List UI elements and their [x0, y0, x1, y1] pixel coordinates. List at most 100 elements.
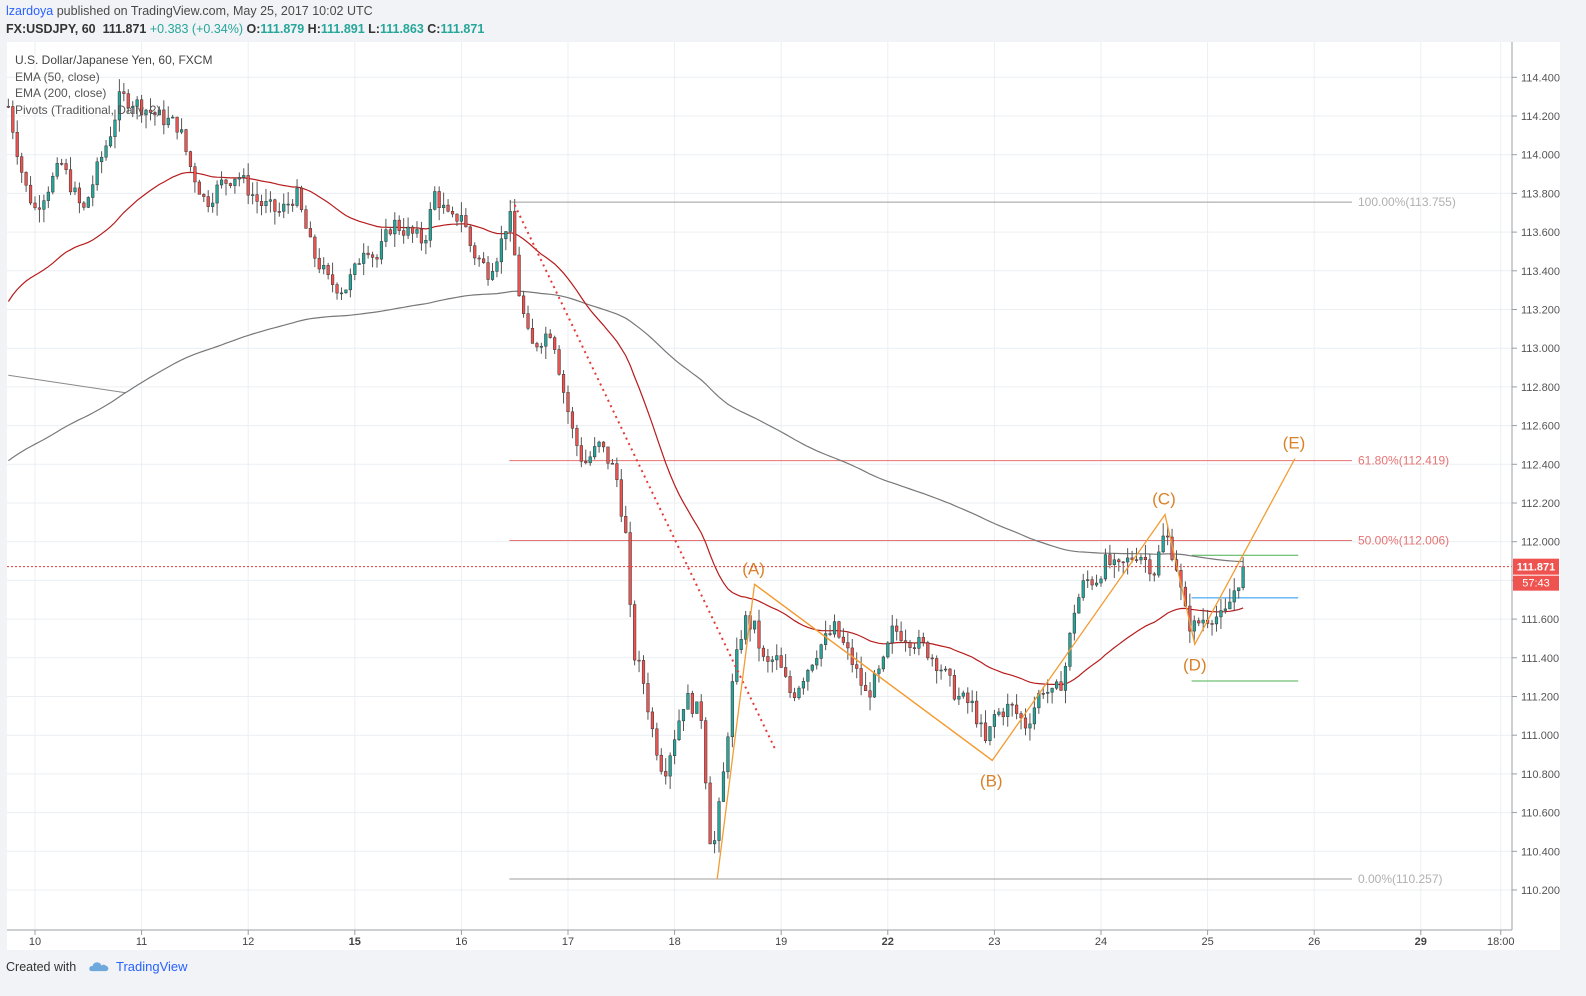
- candle-body: [553, 337, 557, 350]
- legend-ema50[interactable]: EMA (50, close): [15, 69, 100, 84]
- candle-body: [530, 328, 535, 344]
- candle-body: [770, 659, 774, 662]
- price-tick-label: 112.000: [1521, 537, 1560, 549]
- candle-body: [997, 711, 1001, 715]
- candle-body: [33, 202, 37, 209]
- candle-body: [277, 211, 281, 213]
- price-tick-label: 114.200: [1521, 111, 1560, 123]
- price-axis[interactable]: 110.200 110.400 110.600 110.800 111.000 111.2…: [1512, 72, 1560, 897]
- last-price-text: 111.871: [1517, 562, 1556, 574]
- candle-body: [815, 658, 819, 666]
- author-link[interactable]: lzardoya: [6, 4, 54, 18]
- candle-body: [824, 633, 828, 645]
- candle-body: [1032, 707, 1036, 725]
- candle-body: [1166, 535, 1170, 538]
- candle-body: [113, 119, 117, 137]
- candle-body: [624, 516, 628, 533]
- candle-body: [468, 226, 472, 246]
- low-value: 111.863: [379, 22, 424, 36]
- candle-body: [517, 254, 521, 297]
- candle-body: [117, 91, 121, 121]
- candle-body: [686, 693, 690, 710]
- candle-body: [388, 229, 392, 235]
- candle-body: [508, 211, 512, 232]
- candle-body: [539, 345, 543, 348]
- candle-body: [148, 109, 153, 113]
- candle-body: [548, 333, 552, 338]
- price-tick-label: 111.400: [1521, 653, 1559, 665]
- wave-label: (B): [980, 771, 1003, 790]
- wave-segment-ab: [754, 583, 993, 761]
- candle-body: [792, 692, 797, 699]
- candle-body: [131, 106, 135, 109]
- fib-level-label: 50.00%(112.006): [1358, 534, 1449, 548]
- candle-body: [1214, 616, 1219, 625]
- candle-body: [752, 620, 757, 630]
- wave-pattern[interactable]: (A) (B) (C) (D) (E): [716, 433, 1305, 880]
- candle-body: [144, 109, 148, 116]
- candle-body: [122, 91, 126, 94]
- candle-body: [1152, 573, 1156, 576]
- candle-body: [331, 274, 335, 285]
- candle-body: [855, 664, 859, 669]
- price-tick-label: 112.600: [1521, 421, 1560, 433]
- candle-body: [339, 292, 344, 295]
- candle-body: [1046, 691, 1050, 694]
- candle-body: [619, 479, 623, 517]
- candle-body: [668, 755, 672, 777]
- price-tick-label: 114.400: [1521, 72, 1560, 84]
- legend-pivots[interactable]: Pivots (Traditional, Daily, 2): [15, 102, 161, 117]
- candle-body: [757, 620, 761, 649]
- candle-body: [859, 668, 863, 686]
- trendline[interactable]: [513, 204, 777, 752]
- legend-ema200[interactable]: EMA (200, close): [15, 86, 107, 100]
- candle-body: [402, 230, 406, 236]
- fib-level-label: 100.00%(113.755): [1358, 195, 1456, 209]
- candle-body: [313, 236, 317, 259]
- candle-body: [64, 163, 68, 170]
- candle-body: [779, 655, 783, 668]
- candle-body: [659, 754, 663, 772]
- candle-body: [1094, 582, 1099, 586]
- time-tick-label: 18:00: [1487, 936, 1515, 948]
- candle-body: [268, 199, 272, 202]
- candle-body: [73, 187, 77, 193]
- candle-body: [175, 116, 179, 133]
- candle-body: [140, 99, 144, 116]
- candle-body: [1010, 703, 1014, 706]
- close-value: 111.871: [440, 22, 485, 36]
- candle-body: [561, 374, 566, 393]
- time-axis[interactable]: 10 11 12 15 16 17 18 19 22 23 24 25 26 29 18:00: [29, 930, 1515, 948]
- high-value: 111.891: [320, 22, 365, 36]
- candle-body: [868, 690, 872, 698]
- created-with-label: Created with: [6, 960, 77, 974]
- candle-body: [939, 669, 943, 672]
- last-price: 111.871: [102, 22, 147, 36]
- published-text: published on TradingView.com, May 25, 20…: [53, 4, 373, 18]
- candle-body: [1223, 608, 1227, 611]
- candle-body: [322, 265, 326, 270]
- candle-body: [28, 184, 33, 204]
- candle-body: [690, 693, 694, 714]
- candle-body: [864, 685, 868, 692]
- tradingview-brand[interactable]: TradingView: [88, 959, 188, 974]
- candle-body: [482, 258, 486, 263]
- candle-body: [206, 196, 210, 207]
- candle-body: [513, 211, 517, 256]
- candle-body: [633, 604, 637, 661]
- candle-body: [282, 203, 286, 212]
- fib-retracement[interactable]: 100.00%(113.755) 61.80%(112.419) 50.00%(11…: [509, 195, 1456, 886]
- candle-body: [717, 801, 721, 841]
- candle-body: [299, 187, 304, 210]
- candle-body: [224, 179, 228, 184]
- candle-body: [193, 166, 197, 183]
- time-tick-label: 23: [988, 936, 1000, 948]
- candle-body: [37, 207, 42, 210]
- candle-body: [406, 226, 410, 236]
- time-tick-label: 16: [455, 936, 467, 948]
- candle-body: [179, 129, 184, 133]
- candle-body: [664, 771, 668, 777]
- candle-body: [673, 739, 677, 756]
- candle-body: [424, 240, 428, 244]
